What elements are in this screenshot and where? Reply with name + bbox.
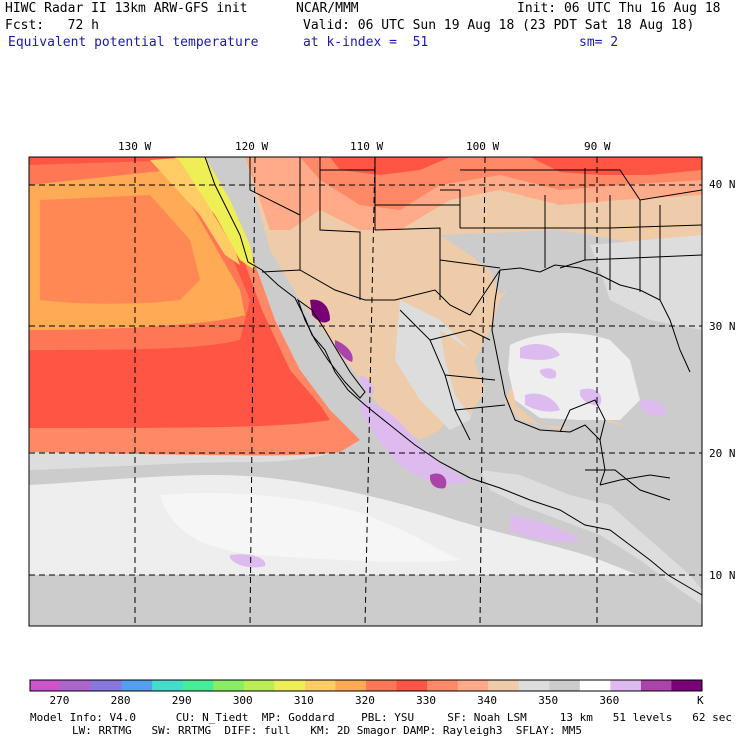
- colorbar-swatch: [152, 680, 184, 691]
- map-field: [29, 157, 702, 626]
- colorbar-swatch: [488, 680, 520, 691]
- colorbar-border: [29, 679, 703, 692]
- colorbar: [29, 679, 703, 692]
- colorbar-swatch: [427, 680, 459, 691]
- colorbar-tick-label: 280: [110, 694, 131, 707]
- colorbar-swatch: [304, 680, 336, 691]
- header-smooth: sm= 2: [579, 35, 619, 50]
- lat-label-30n: 30 N: [709, 320, 736, 333]
- lon-label-110w: 110 W: [350, 140, 384, 153]
- lon-label-100w: 100 W: [466, 140, 500, 153]
- lat-label-10n: 10 N: [709, 569, 736, 582]
- colorbar-tick-label: 310: [293, 694, 314, 707]
- header-model: HIWC Radar II 13km ARW-GFS init: [5, 1, 248, 16]
- colorbar-tick-label: 350: [538, 694, 559, 707]
- colorbar-swatch: [60, 680, 92, 691]
- footer-model-info: Model Info: V4.0 CU: N_Tiedt MP: Goddard…: [30, 711, 732, 724]
- colorbar-swatch: [396, 680, 428, 691]
- colorbar-swatch: [274, 680, 306, 691]
- colorbar-tick-label: 330: [416, 694, 436, 707]
- colorbar-swatch: [182, 680, 214, 691]
- colorbar-tick-label: 320: [355, 694, 375, 707]
- lat-label-40n: 40 N: [709, 178, 736, 191]
- colorbar-swatch: [366, 680, 398, 691]
- lon-label-130w: 130 W: [118, 140, 152, 153]
- header-field: Equivalent potential temperature: [8, 35, 259, 50]
- lat-lon-grid: [29, 156, 702, 627]
- colorbar-swatch: [30, 680, 62, 691]
- colorbar-tick-label: 290: [171, 694, 192, 707]
- header-valid: Valid: 06 UTC Sun 19 Aug 18 (23 PDT Sat …: [303, 18, 695, 33]
- colorbar-swatch: [335, 680, 367, 691]
- lat-label-20n: 20 N: [709, 447, 736, 460]
- header-fcst: Fcst: 72 h: [5, 18, 99, 33]
- lon-label-120w: 120 W: [235, 140, 269, 153]
- colorbar-tick-label: 340: [477, 694, 498, 707]
- colorbar-unit: K: [697, 694, 704, 707]
- colorbar-swatch: [579, 680, 611, 691]
- header-level: at k-index = 51: [303, 35, 429, 50]
- coastlines: [204, 157, 702, 596]
- colorbar-swatch: [213, 680, 245, 691]
- colorbar-swatch: [640, 680, 672, 691]
- colorbar-swatch: [610, 680, 642, 691]
- colorbar-swatch: [457, 680, 489, 691]
- colorbar-tick-label: 300: [232, 694, 253, 707]
- colorbar-swatch: [121, 680, 153, 691]
- footer-physics-info: LW: RRTMG SW: RRTMG DIFF: full KM: 2D Sm…: [72, 724, 582, 737]
- colorbar-swatch: [91, 680, 123, 691]
- header-org: NCAR/MMM: [296, 1, 359, 16]
- colorbar-swatch: [671, 680, 703, 691]
- header-init: Init: 06 UTC Thu 16 Aug 18: [517, 1, 721, 16]
- colorbar-swatch: [243, 680, 275, 691]
- colorbar-tick-label: 360: [599, 694, 620, 707]
- colorbar-swatch: [549, 680, 581, 691]
- colorbar-tick-label: 270: [49, 694, 70, 707]
- colorbar-swatch: [518, 680, 550, 691]
- lon-label-90w: 90 W: [584, 140, 611, 153]
